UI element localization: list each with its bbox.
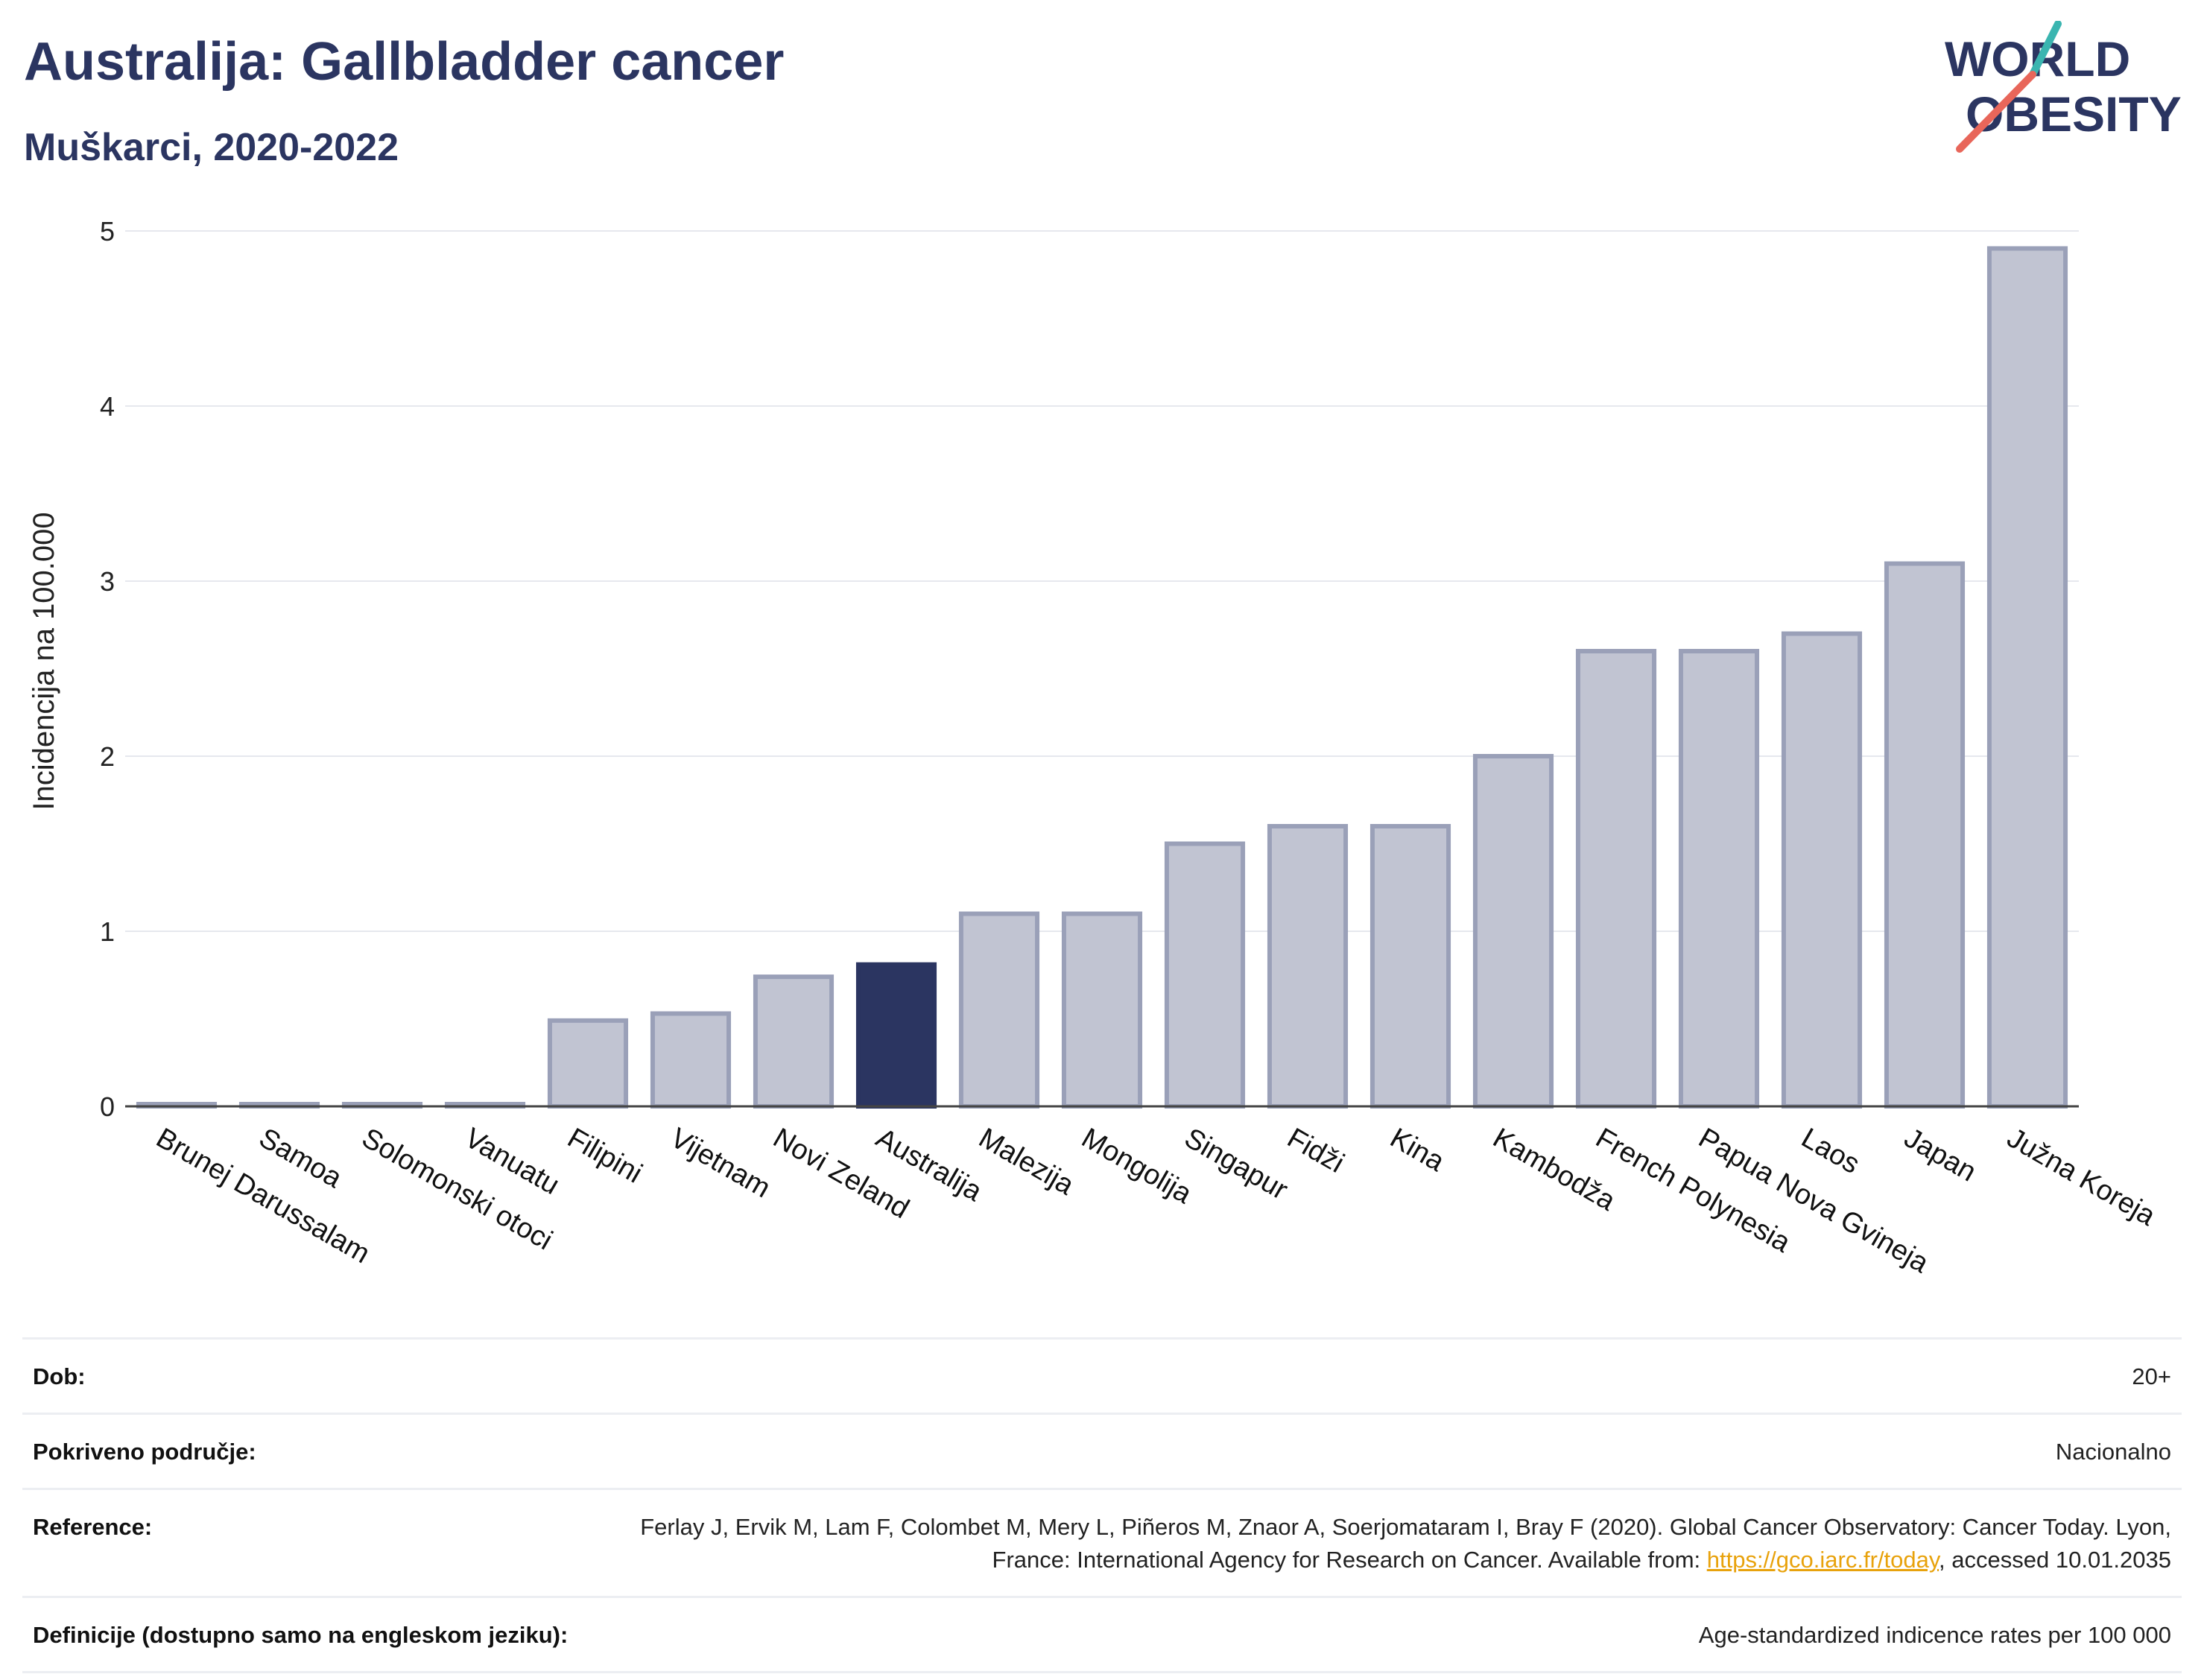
x-tick-label: Mongolija [1077, 1122, 1198, 1210]
bar-filipini [547, 1018, 629, 1109]
bar-japan [1884, 561, 1966, 1109]
x-tick-label: Solomonski otoci [357, 1122, 558, 1256]
y-axis-label: Incidencija na 100.000 [28, 512, 60, 810]
bar-mongolija [1061, 911, 1143, 1109]
x-tick-label: Fidži [1282, 1122, 1349, 1179]
meta-label: Dob: [33, 1363, 86, 1389]
chart-title: Australija: Gallbladder cancer [24, 32, 785, 92]
bars [136, 246, 2068, 1109]
y-tick-label: 1 [100, 916, 115, 947]
x-tick-label: Laos [1796, 1122, 1865, 1180]
bar-kina [1369, 824, 1451, 1109]
x-tick-label: Kina [1385, 1122, 1451, 1178]
meta-label: Definicije (dostupno samo na engleskom j… [33, 1622, 569, 1648]
meta-label: Reference: [33, 1514, 153, 1540]
bar-novi-zeland [753, 974, 835, 1109]
x-tick-label: Malezija [974, 1122, 1080, 1201]
meta-row-coverage: Pokriveno područje: Nacionalno [22, 1413, 2182, 1488]
meta-value: Nacionalno [2055, 1439, 2171, 1465]
bar-australija [855, 962, 937, 1109]
reference-text: Ferlay J, Ervik M, Lam F, Colombet M, Me… [640, 1514, 2171, 1573]
x-tick-label: Južna Koreja [2002, 1122, 2162, 1232]
world-obesity-logo: WORLD OBESITY [1945, 21, 2182, 153]
reference-accessed: , accessed 10.01.2035 [1939, 1547, 2171, 1573]
chart-subtitle: Muškarci, 2020-2022 [24, 126, 399, 169]
bar-vijetnam [650, 1011, 732, 1109]
y-tick-label: 0 [100, 1091, 115, 1122]
meta-value: 20+ [2132, 1363, 2171, 1389]
meta-row-definitions: Definicije (dostupno samo na engleskom j… [22, 1596, 2182, 1673]
y-tick-labels: 0 1 2 3 4 5 [100, 216, 115, 1122]
meta-row-reference: Reference: Ferlay J, Ervik M, Lam F, Col… [22, 1488, 2182, 1596]
bar-french-polynesia [1575, 649, 1657, 1109]
meta-label: Pokriveno područje: [33, 1439, 256, 1465]
logo-line2: OBESITY [1966, 86, 2182, 142]
meta-row-age: Dob: 20+ [22, 1337, 2182, 1413]
bar-singapur [1164, 841, 1246, 1109]
x-tick-label: Japan [1899, 1122, 1982, 1188]
metadata-table: Dob: 20+ Pokriveno područje: Nacionalno … [22, 1337, 2182, 1673]
meta-value: Ferlay J, Ervik M, Lam F, Colombet M, Me… [569, 1511, 2171, 1576]
bar-fid-i [1267, 824, 1349, 1109]
y-tick-label: 4 [100, 391, 115, 422]
logo-slash-coral [1956, 71, 2036, 153]
y-tick-label: 3 [100, 566, 115, 597]
bar-laos [1781, 631, 1863, 1109]
logo-slash-teal [2029, 21, 2062, 78]
reference-link[interactable]: https://gco.iarc.fr/today [1706, 1547, 1939, 1573]
bar-papua-nova-gvineja [1678, 649, 1760, 1109]
x-tick-label: Filipini [563, 1122, 647, 1189]
bar-ju-na-koreja [1986, 246, 2068, 1109]
x-tick-label: Singapur [1179, 1122, 1293, 1206]
bar-malezija [958, 911, 1040, 1109]
x-tick-label: Vijetnam [665, 1122, 776, 1204]
y-tick-label: 2 [100, 741, 115, 772]
y-tick-label: 5 [100, 216, 115, 247]
meta-value: Age-standardized indicence rates per 100… [1698, 1622, 2171, 1648]
bar-kambod-a [1472, 754, 1554, 1109]
